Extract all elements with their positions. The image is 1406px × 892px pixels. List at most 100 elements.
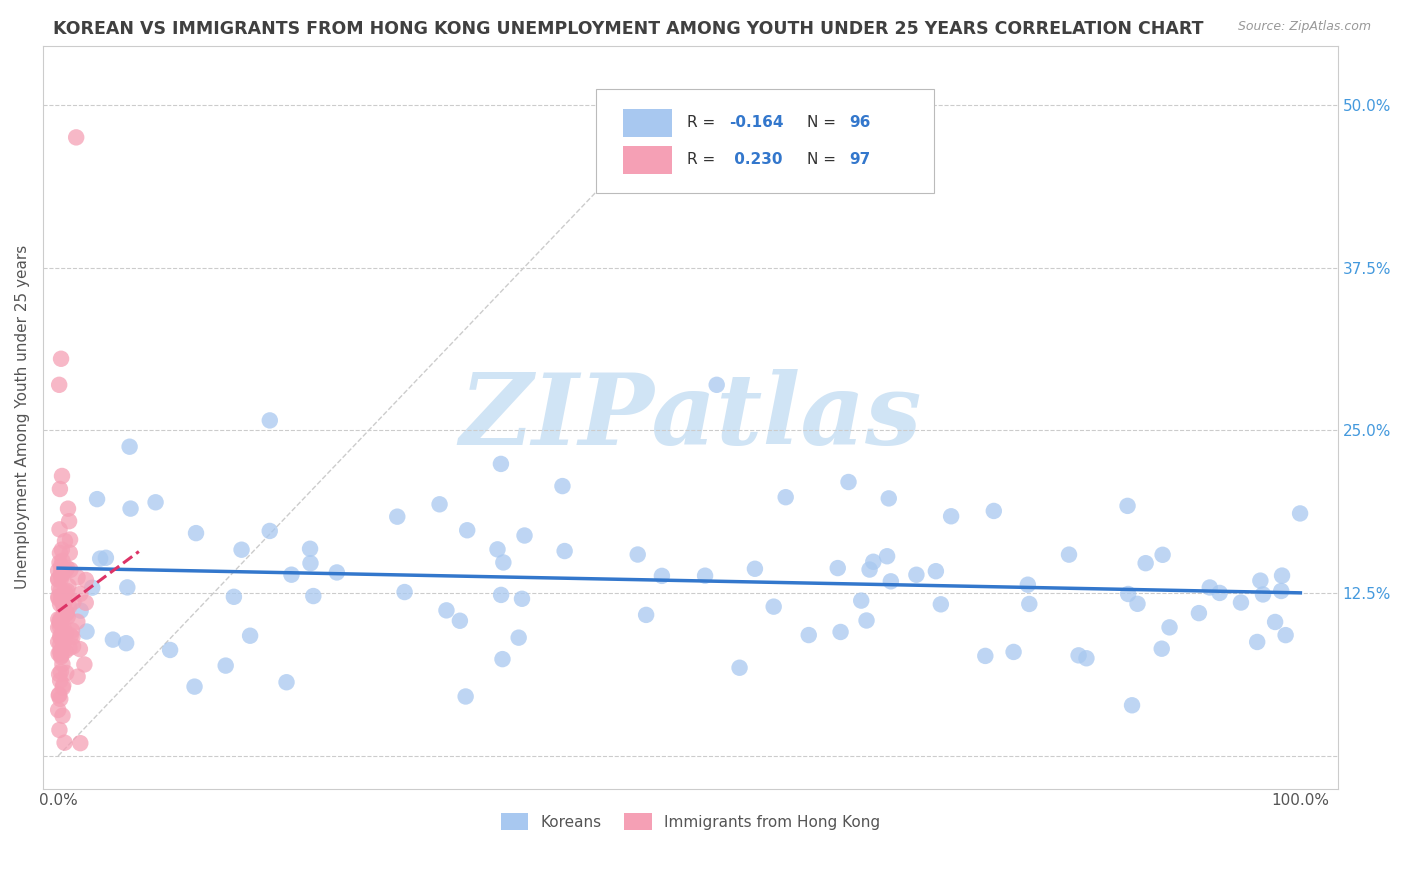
Point (302, 589, 325, 603)
Point (59, 533, 82, 547)
Point (276, 675, 298, 690)
Point (55, 563, 77, 577)
Point (49, 616, 72, 631)
Point (693, 568, 716, 582)
Point (59, 546, 82, 560)
Point (48, 377, 70, 392)
Point (508, 631, 530, 645)
Point (49, 564, 72, 578)
Point (49, 546, 72, 560)
Point (1126, 597, 1149, 611)
Point (55, 606, 77, 620)
Point (52, 681, 75, 695)
Point (73, 657, 96, 672)
Point (1135, 556, 1157, 570)
Point (59, 629, 82, 643)
Point (49, 649, 72, 664)
Point (46, 573, 69, 587)
Point (48, 688, 70, 702)
Point (939, 509, 962, 524)
Point (299, 556, 322, 570)
Point (49, 645, 72, 659)
Point (66, 670, 89, 684)
Point (82, 581, 104, 595)
Point (58, 579, 80, 593)
Point (299, 541, 322, 556)
Point (49, 665, 72, 679)
FancyBboxPatch shape (596, 88, 934, 194)
Point (280, 567, 302, 582)
Point (49, 692, 72, 706)
Text: KOREAN VS IMMIGRANTS FROM HONG KONG UNEMPLOYMENT AMONG YOUTH UNDER 25 YEARS CORR: KOREAN VS IMMIGRANTS FROM HONG KONG UNEM… (53, 20, 1204, 37)
Point (449, 614, 471, 628)
Point (48, 667, 70, 681)
Point (492, 556, 515, 570)
Point (46, 703, 69, 717)
Point (69, 736, 91, 750)
Legend: Koreans, Immigrants from Hong Kong: Koreans, Immigrants from Hong Kong (495, 806, 886, 837)
Point (877, 491, 900, 506)
Point (551, 479, 574, 493)
Point (48, 556, 70, 570)
Point (1152, 548, 1174, 562)
Point (1067, 648, 1090, 663)
Point (51, 596, 73, 610)
Point (636, 607, 658, 622)
Text: ZIPatlas: ZIPatlas (460, 369, 921, 466)
Point (52, 624, 75, 638)
Text: 0.230: 0.230 (730, 153, 783, 168)
Point (1018, 597, 1040, 611)
Point (486, 542, 509, 557)
Point (231, 542, 253, 557)
Point (46, 572, 69, 586)
Point (86, 492, 108, 507)
Point (53, 591, 76, 606)
Point (59, 563, 82, 577)
Point (49, 482, 72, 496)
Point (184, 526, 207, 541)
Point (1246, 635, 1268, 649)
Point (46, 621, 69, 635)
Point (1230, 595, 1253, 609)
Point (46, 590, 69, 604)
Point (855, 614, 877, 628)
Point (259, 413, 281, 427)
Point (55, 644, 77, 658)
Bar (623, 145, 672, 174)
Point (51, 614, 73, 628)
Point (387, 509, 409, 524)
Point (1076, 651, 1098, 665)
Point (880, 574, 903, 589)
Point (48, 723, 70, 737)
Point (929, 597, 952, 611)
Point (51, 657, 73, 671)
Point (489, 457, 512, 471)
Point (1271, 568, 1294, 582)
Point (429, 497, 451, 511)
Point (52, 599, 75, 614)
Point (48, 689, 70, 703)
Point (69, 642, 91, 657)
Point (49, 584, 72, 599)
Point (456, 523, 478, 537)
Point (1002, 645, 1025, 659)
Point (120, 501, 142, 516)
Text: -0.164: -0.164 (730, 115, 783, 130)
Point (49, 638, 72, 652)
Point (706, 377, 728, 392)
Point (52, 678, 75, 692)
Point (1249, 574, 1271, 588)
Point (513, 528, 536, 542)
Point (58, 514, 80, 528)
Point (118, 440, 141, 454)
Point (222, 590, 245, 604)
Point (69, 587, 91, 601)
Point (728, 661, 751, 675)
Point (46, 635, 69, 649)
Point (52, 622, 75, 636)
Point (215, 658, 238, 673)
Point (394, 585, 416, 599)
Point (762, 599, 785, 614)
Point (1150, 641, 1173, 656)
Point (65, 130, 87, 145)
